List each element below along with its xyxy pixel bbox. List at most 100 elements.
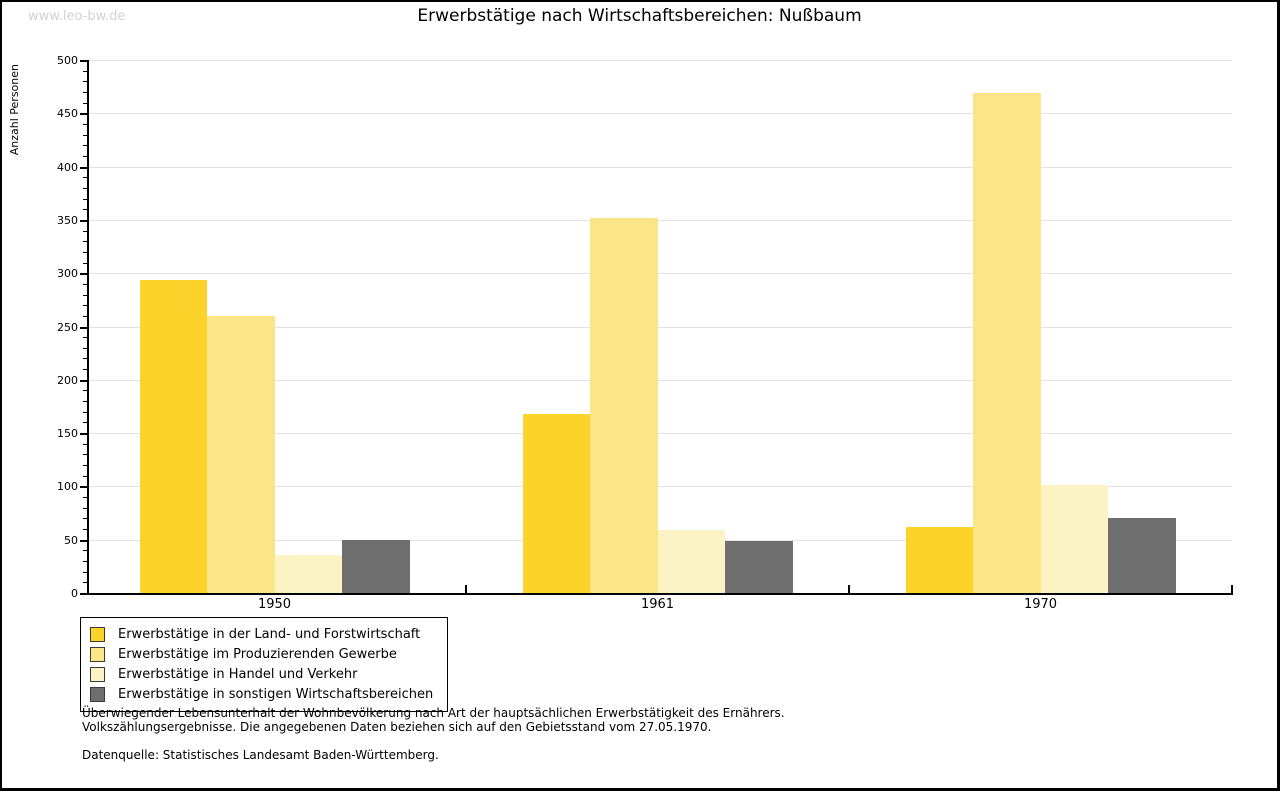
footnote-line-2: Volkszählungsergebnisse. Die angegebenen… [82, 720, 712, 734]
y-major-tick-400 [80, 166, 87, 169]
bar-1961-series2 [590, 217, 658, 593]
bar-1950-series4 [342, 539, 410, 593]
bar-1970-series1 [905, 526, 973, 593]
y-tick-label-350: 350 [57, 213, 78, 227]
y-minor-tick-480 [83, 81, 87, 83]
x-boundary-tick-2 [848, 585, 850, 593]
gridline-400 [89, 166, 1232, 168]
y-minor-tick-310 [83, 262, 87, 264]
y-minor-tick-60 [83, 529, 87, 531]
y-minor-tick-460 [83, 102, 87, 104]
bar-1961-series3 [657, 530, 725, 593]
y-minor-tick-290 [83, 283, 87, 285]
y-major-tick-500 [80, 60, 87, 62]
y-tick-label-100: 100 [57, 480, 78, 494]
y-minor-tick-160 [83, 422, 87, 424]
y-major-tick-450 [80, 113, 87, 116]
gridline-300 [89, 273, 1232, 275]
y-minor-tick-180 [83, 401, 87, 403]
y-minor-tick-430 [83, 134, 87, 136]
bar-1961-series4 [725, 540, 793, 593]
y-minor-tick-390 [83, 177, 87, 179]
bar-1970-series2 [973, 93, 1041, 593]
y-tick-label-200: 200 [57, 373, 78, 387]
y-tick-label-150: 150 [57, 427, 78, 441]
legend-item-4: Erwerbstätige in sonstigen Wirtschaftsbe… [90, 684, 433, 704]
legend-label-2: Erwerbstätige im Produzierenden Gewerbe [118, 646, 397, 662]
y-minor-tick-140 [83, 443, 87, 445]
legend-swatch-2 [90, 646, 105, 662]
y-minor-tick-270 [83, 305, 87, 307]
legend-label-1: Erwerbstätige in der Land- und Forstwirt… [118, 626, 421, 642]
legend-item-3: Erwerbstätige in Handel und Verkehr [90, 664, 433, 684]
y-major-tick-300 [80, 273, 87, 276]
y-minor-tick-70 [83, 518, 87, 520]
x-category-label-1950: 1950 [257, 597, 292, 612]
gridline-250 [89, 326, 1232, 328]
y-minor-tick-10 [83, 582, 87, 584]
y-minor-tick-320 [83, 251, 87, 253]
y-major-tick-0 [80, 593, 87, 595]
y-minor-tick-470 [83, 91, 87, 93]
y-minor-tick-260 [83, 315, 87, 317]
y-minor-tick-340 [83, 230, 87, 232]
y-minor-tick-420 [83, 145, 87, 147]
y-tick-label-400: 400 [57, 160, 78, 174]
y-major-tick-200 [80, 379, 87, 382]
y-minor-tick-210 [83, 369, 87, 371]
legend-item-1: Erwerbstätige in der Land- und Forstwirt… [90, 624, 433, 644]
y-minor-tick-130 [83, 454, 87, 456]
y-tick-label-0: 0 [71, 587, 78, 600]
y-axis-line [87, 60, 89, 595]
y-tick-label-50: 50 [64, 533, 78, 547]
footnote-line-1: Überwiegender Lebensunterhalt der Wohnbe… [82, 706, 785, 720]
y-major-tick-150 [80, 433, 87, 436]
gridline-200 [89, 379, 1232, 381]
y-major-tick-100 [80, 486, 87, 489]
y-minor-tick-440 [83, 123, 87, 125]
x-axis-line [87, 593, 1233, 595]
gridline-500 [89, 60, 1232, 61]
y-minor-tick-370 [83, 198, 87, 200]
y-minor-tick-380 [83, 187, 87, 189]
y-tick-label-250: 250 [57, 320, 78, 334]
legend-swatch-4 [90, 686, 105, 702]
legend-swatch-3 [90, 666, 105, 682]
y-minor-tick-120 [83, 465, 87, 467]
bar-1950-series1 [139, 279, 207, 593]
y-minor-tick-410 [83, 155, 87, 157]
y-minor-tick-40 [83, 550, 87, 552]
y-minor-tick-80 [83, 507, 87, 509]
bar-1970-series3 [1040, 485, 1108, 593]
x-boundary-tick-1 [465, 585, 467, 593]
chart-title: Erwerbstätige nach Wirtschaftsbereichen:… [417, 6, 862, 26]
y-minor-tick-280 [83, 294, 87, 296]
y-major-tick-250 [80, 326, 87, 329]
gridline-150 [89, 433, 1232, 435]
footnote-description: Überwiegender Lebensunterhalt der Wohnbe… [82, 706, 785, 734]
y-minor-tick-20 [83, 571, 87, 573]
legend-label-3: Erwerbstätige in Handel und Verkehr [118, 666, 358, 682]
legend-label-4: Erwerbstätige in sonstigen Wirtschaftsbe… [118, 686, 434, 702]
y-minor-tick-30 [83, 561, 87, 563]
y-tick-label-500: 500 [57, 54, 78, 67]
y-major-tick-350 [80, 219, 87, 222]
bar-1970-series4 [1108, 518, 1176, 593]
gridline-450 [89, 113, 1232, 115]
legend-swatch-1 [90, 626, 105, 642]
bar-1950-series3 [274, 554, 342, 593]
legend-box: Erwerbstätige in der Land- und Forstwirt… [80, 617, 449, 712]
y-minor-tick-330 [83, 241, 87, 243]
y-tick-label-300: 300 [57, 267, 78, 281]
y-minor-tick-190 [83, 390, 87, 392]
y-minor-tick-230 [83, 347, 87, 349]
y-minor-tick-110 [83, 475, 87, 477]
y-minor-tick-220 [83, 358, 87, 360]
leo-bw-watermark: www.leo-bw.de [28, 9, 126, 24]
footnote-source: Datenquelle: Statistisches Landesamt Bad… [82, 748, 439, 762]
y-minor-tick-170 [83, 411, 87, 413]
y-minor-tick-240 [83, 337, 87, 339]
y-major-tick-50 [80, 539, 87, 542]
x-boundary-tick-3 [1231, 585, 1233, 593]
